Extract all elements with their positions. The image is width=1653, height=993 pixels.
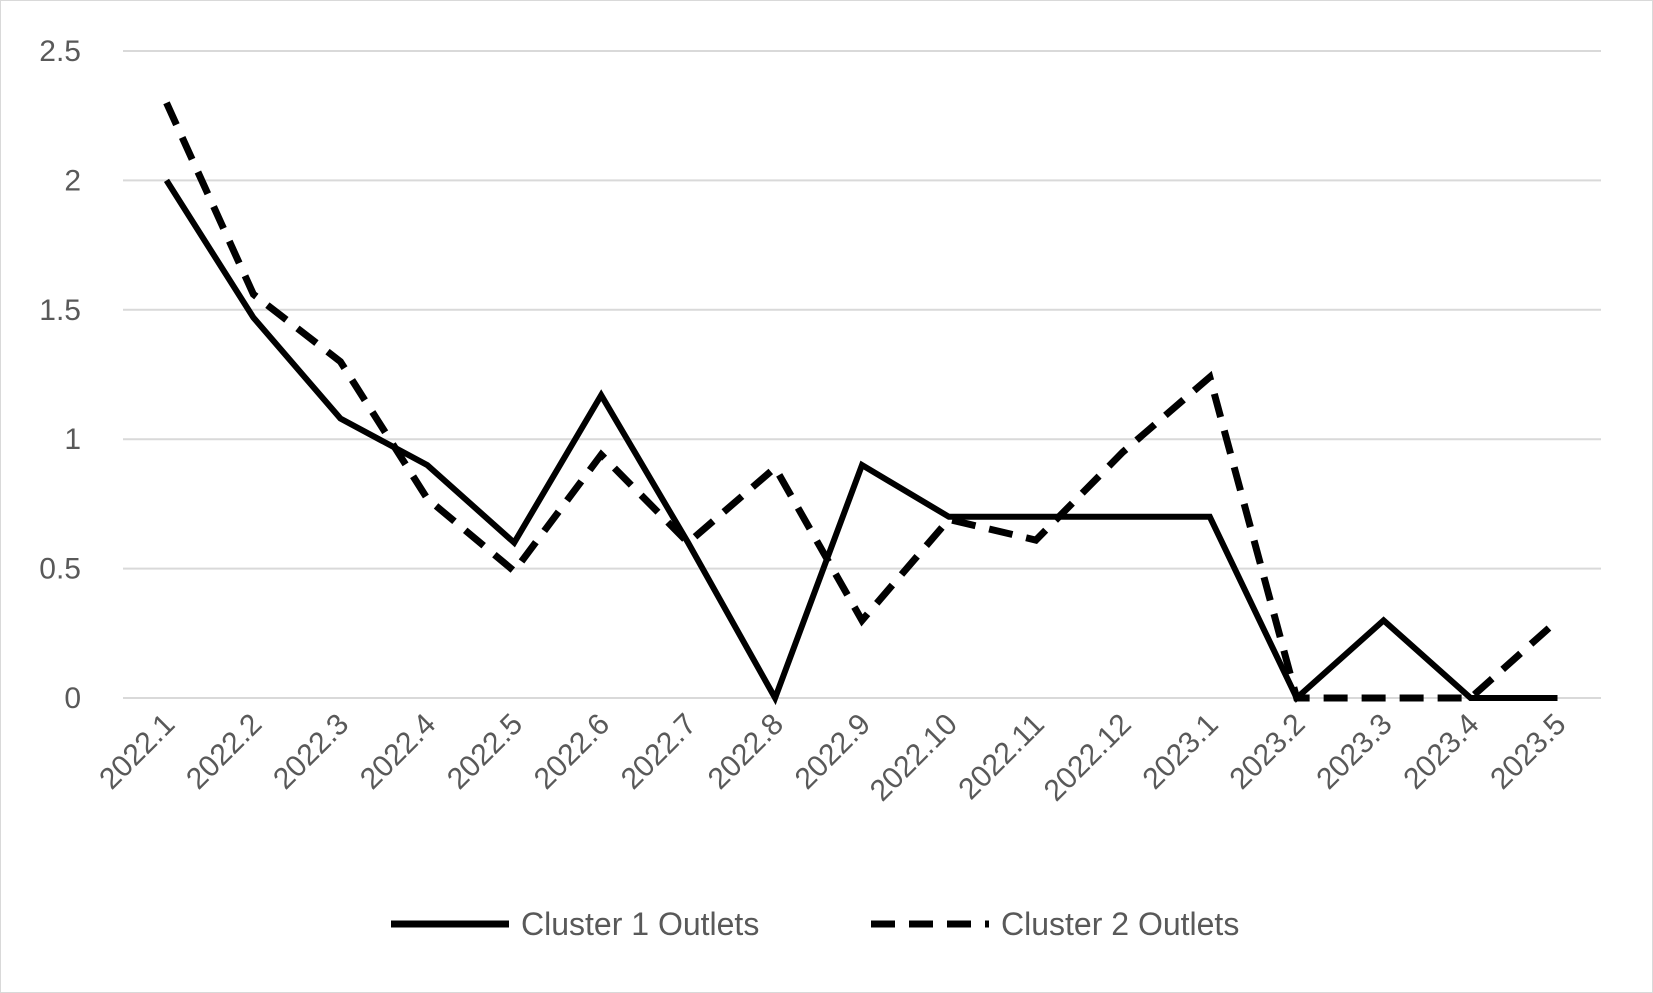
x-tick-label: 2023.3 [1310,708,1398,796]
x-tick-label: 2022.3 [267,708,355,796]
x-tick-label: 2022.5 [441,708,529,796]
legend-label-1: Cluster 1 Outlets [521,906,759,942]
legend: Cluster 1 Outlets Cluster 2 Outlets [391,906,1239,942]
gridlines [123,50,1601,699]
y-axis-ticks: 0 0.5 1 1.5 2 2.5 [39,35,81,715]
x-tick-label: 2022.10 [864,708,964,808]
x-tick-label: 2023.2 [1223,708,1311,796]
y-tick-label: 0.5 [39,553,81,586]
x-tick-label: 2023.1 [1136,708,1224,796]
y-tick-label: 2 [64,164,81,197]
x-tick-label: 2023.5 [1484,708,1572,796]
x-tick-label: 2022.4 [354,708,442,796]
legend-label-2: Cluster 2 Outlets [1001,906,1239,942]
series-line-2 [163,101,1560,702]
x-tick-label: 2022.11 [952,708,1050,806]
y-tick-label: 0 [64,682,81,715]
y-tick-label: 1 [64,423,81,456]
y-tick-label: 1.5 [39,294,81,327]
x-axis-ticks: 2022.12022.22022.32022.42022.52022.62022… [93,708,1572,808]
series-lines [163,101,1560,706]
x-tick-label: 2023.4 [1397,708,1485,796]
x-tick-label: 2022.2 [180,708,268,796]
x-tick-label: 2022.9 [789,708,877,796]
x-tick-label: 2022.12 [1038,708,1138,808]
x-tick-label: 2022.8 [702,708,790,796]
x-tick-label: 2022.1 [93,708,181,796]
x-tick-label: 2022.6 [528,708,616,796]
y-tick-label: 2.5 [39,35,81,68]
x-tick-label: 2022.7 [615,708,703,796]
